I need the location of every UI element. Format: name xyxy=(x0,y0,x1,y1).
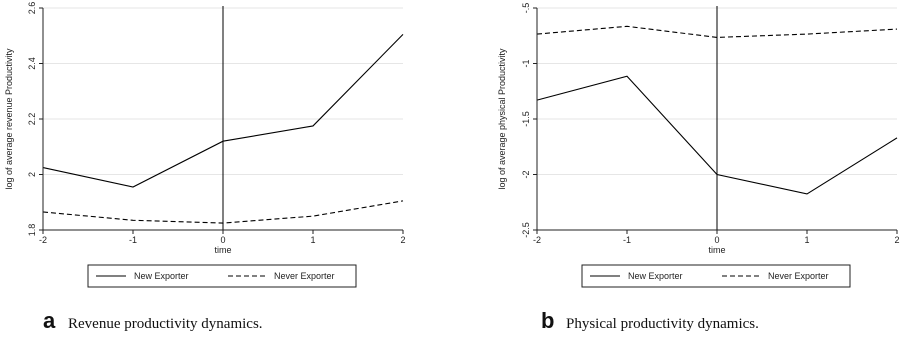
panel-a-legend-label-never-exporter: Never Exporter xyxy=(274,271,335,281)
x-tick-label: 2 xyxy=(400,235,405,245)
panel-b-physical-productivity: -2 -1 0 1 2 -.5-1-1.5-2-2.5 time log of aver… xyxy=(497,3,900,333)
series-line-new-exporter xyxy=(536,75,898,195)
panel-a-y-axis: 1.8 2 2.2 2.4 2.6 xyxy=(27,2,44,237)
panel-b-plot-area xyxy=(536,25,898,195)
x-tick-label: -1 xyxy=(129,235,137,245)
y-tick-label: 2.2 xyxy=(27,113,37,126)
series-line-new-exporter xyxy=(42,33,404,188)
y-tick-label: -2.5 xyxy=(521,222,531,238)
series-line-never-exporter xyxy=(42,200,404,224)
panel-a-legend: New Exporter Never Exporter xyxy=(87,264,357,288)
x-tick-label: 2 xyxy=(894,235,899,245)
panel-b-legend-label-new-exporter: New Exporter xyxy=(628,271,683,281)
y-tick-label: -1 xyxy=(521,59,531,67)
panel-b-y-axis-title: log of average physical Productivity xyxy=(497,48,507,190)
x-tick-label: -1 xyxy=(623,235,631,245)
panel-a-legend-box xyxy=(87,264,357,288)
panel-b-caption-letter: b xyxy=(541,308,554,333)
panel-a-caption: Revenue productivity dynamics. xyxy=(68,316,263,332)
panel-b-legend-box xyxy=(581,264,851,288)
x-tick-label: -2 xyxy=(533,235,541,245)
panel-a-legend-label-new-exporter: New Exporter xyxy=(134,271,189,281)
panel-b-x-axis: -2 -1 0 1 2 xyxy=(533,229,900,245)
x-tick-label: 1 xyxy=(310,235,315,245)
panel-b-legend: New Exporter Never Exporter xyxy=(581,264,851,288)
series-line-never-exporter xyxy=(536,25,898,38)
y-tick-label: 2.4 xyxy=(27,57,37,70)
panel-a-revenue-productivity: -2 -1 0 1 2 1.8 2 2.2 2.4 2.6 time log of averag… xyxy=(4,2,406,333)
x-tick-label: 1 xyxy=(804,235,809,245)
y-tick-label: -2 xyxy=(521,170,531,178)
y-tick-label: 2 xyxy=(27,172,37,177)
y-tick-label: 2.6 xyxy=(27,2,37,15)
x-tick-label: 0 xyxy=(714,235,719,245)
panel-a-x-axis: -2 -1 0 1 2 xyxy=(39,229,406,245)
y-tick-label: 1.8 xyxy=(27,224,37,237)
panel-a-plot-area xyxy=(42,33,404,224)
panel-a-caption-letter: a xyxy=(43,308,56,333)
panel-b-caption: Physical productivity dynamics. xyxy=(566,316,759,332)
panel-b-y-axis: -.5 -1 -1.5 -2 -2.5 xyxy=(521,3,538,238)
panel-a-x-axis-title: time xyxy=(214,245,231,255)
y-tick-label: -1.5 xyxy=(521,111,531,127)
y-tick-label: -.5 xyxy=(521,3,531,14)
panel-b-legend-label-never-exporter: Never Exporter xyxy=(768,271,829,281)
x-tick-label: 0 xyxy=(220,235,225,245)
x-tick-label: -2 xyxy=(39,235,47,245)
panel-b-x-axis-title: time xyxy=(708,245,725,255)
panel-a-y-axis-title: log of average revenue Productivity xyxy=(4,48,14,190)
